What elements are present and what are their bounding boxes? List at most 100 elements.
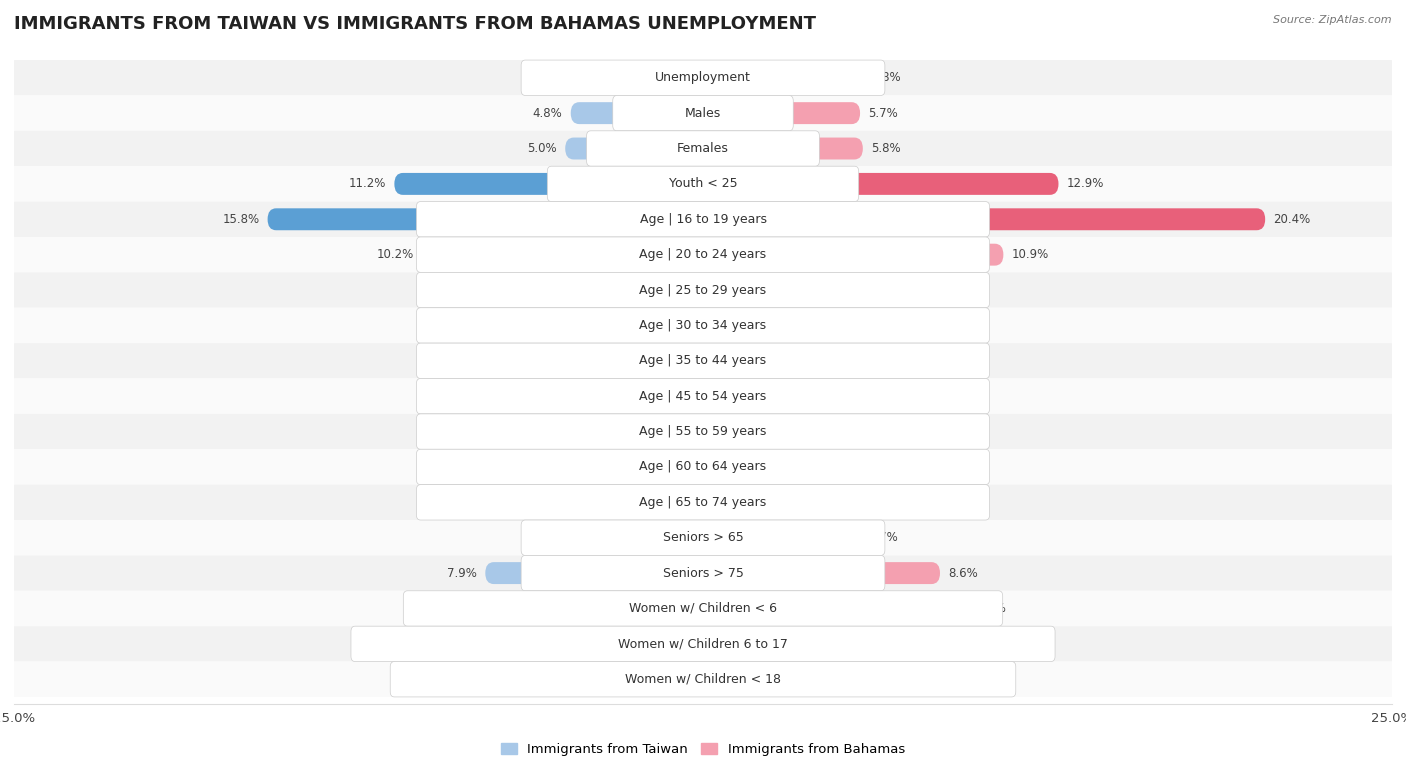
FancyBboxPatch shape xyxy=(352,626,1054,662)
Text: Seniors > 75: Seniors > 75 xyxy=(662,566,744,580)
Text: 5.0%: 5.0% xyxy=(527,142,557,155)
FancyBboxPatch shape xyxy=(416,378,990,414)
FancyBboxPatch shape xyxy=(404,590,1002,626)
Text: 7.5%: 7.5% xyxy=(918,284,948,297)
FancyBboxPatch shape xyxy=(14,378,1392,414)
FancyBboxPatch shape xyxy=(522,520,884,556)
FancyBboxPatch shape xyxy=(416,308,990,343)
FancyBboxPatch shape xyxy=(703,597,967,619)
Text: 9.6%: 9.6% xyxy=(976,602,1005,615)
FancyBboxPatch shape xyxy=(703,208,1265,230)
Text: Youth < 25: Youth < 25 xyxy=(669,177,737,191)
FancyBboxPatch shape xyxy=(14,449,1392,484)
FancyBboxPatch shape xyxy=(416,414,990,449)
FancyBboxPatch shape xyxy=(703,102,860,124)
Text: Females: Females xyxy=(678,142,728,155)
Text: Women w/ Children 6 to 17: Women w/ Children 6 to 17 xyxy=(619,637,787,650)
Text: 6.1%: 6.1% xyxy=(879,673,910,686)
Text: 6.2%: 6.2% xyxy=(494,284,524,297)
FancyBboxPatch shape xyxy=(522,60,884,95)
Text: Women w/ Children < 6: Women w/ Children < 6 xyxy=(628,602,778,615)
FancyBboxPatch shape xyxy=(703,279,910,301)
FancyBboxPatch shape xyxy=(14,662,1392,697)
FancyBboxPatch shape xyxy=(703,668,872,690)
Text: 15.8%: 15.8% xyxy=(222,213,259,226)
FancyBboxPatch shape xyxy=(416,237,990,273)
FancyBboxPatch shape xyxy=(703,244,1004,266)
FancyBboxPatch shape xyxy=(391,662,1015,697)
FancyBboxPatch shape xyxy=(703,350,846,372)
Text: 4.8%: 4.8% xyxy=(844,425,873,438)
Text: 10.2%: 10.2% xyxy=(377,248,413,261)
Text: Age | 30 to 34 years: Age | 30 to 34 years xyxy=(640,319,766,332)
FancyBboxPatch shape xyxy=(703,491,866,513)
FancyBboxPatch shape xyxy=(703,421,835,443)
Text: 4.6%: 4.6% xyxy=(538,425,568,438)
FancyBboxPatch shape xyxy=(14,237,1392,273)
Text: Age | 65 to 74 years: Age | 65 to 74 years xyxy=(640,496,766,509)
FancyBboxPatch shape xyxy=(586,131,820,167)
FancyBboxPatch shape xyxy=(14,273,1392,308)
FancyBboxPatch shape xyxy=(416,273,990,308)
FancyBboxPatch shape xyxy=(14,167,1392,201)
FancyBboxPatch shape xyxy=(565,527,703,549)
FancyBboxPatch shape xyxy=(14,590,1392,626)
Text: 5.9%: 5.9% xyxy=(875,496,904,509)
Text: Seniors > 65: Seniors > 65 xyxy=(662,531,744,544)
Text: Age | 55 to 59 years: Age | 55 to 59 years xyxy=(640,425,766,438)
Text: 5.8%: 5.8% xyxy=(872,142,901,155)
FancyBboxPatch shape xyxy=(416,484,990,520)
Text: Source: ZipAtlas.com: Source: ZipAtlas.com xyxy=(1274,15,1392,25)
FancyBboxPatch shape xyxy=(531,279,703,301)
Text: 5.1%: 5.1% xyxy=(524,496,554,509)
FancyBboxPatch shape xyxy=(14,60,1392,95)
FancyBboxPatch shape xyxy=(267,208,703,230)
FancyBboxPatch shape xyxy=(613,95,793,131)
FancyBboxPatch shape xyxy=(703,562,941,584)
FancyBboxPatch shape xyxy=(703,385,835,407)
Text: 10.1%: 10.1% xyxy=(990,637,1026,650)
Text: Women w/ Children < 18: Women w/ Children < 18 xyxy=(626,673,780,686)
Text: Unemployment: Unemployment xyxy=(655,71,751,84)
FancyBboxPatch shape xyxy=(14,343,1392,378)
Text: Age | 25 to 29 years: Age | 25 to 29 years xyxy=(640,284,766,297)
FancyBboxPatch shape xyxy=(14,131,1392,167)
FancyBboxPatch shape xyxy=(593,350,703,372)
Text: 5.0%: 5.0% xyxy=(527,531,557,544)
Text: 12.9%: 12.9% xyxy=(1067,177,1104,191)
Text: 5.7%: 5.7% xyxy=(869,107,898,120)
Text: Age | 20 to 24 years: Age | 20 to 24 years xyxy=(640,248,766,261)
FancyBboxPatch shape xyxy=(14,414,1392,449)
Text: 10.9%: 10.9% xyxy=(1012,248,1049,261)
Text: 8.6%: 8.6% xyxy=(948,566,979,580)
FancyBboxPatch shape xyxy=(422,244,703,266)
Text: 7.3%: 7.3% xyxy=(464,637,494,650)
Text: 4.8%: 4.8% xyxy=(533,107,562,120)
Text: Age | 45 to 54 years: Age | 45 to 54 years xyxy=(640,390,766,403)
Text: Males: Males xyxy=(685,107,721,120)
Text: Age | 35 to 44 years: Age | 35 to 44 years xyxy=(640,354,766,367)
Text: 4.0%: 4.0% xyxy=(555,354,585,367)
FancyBboxPatch shape xyxy=(14,308,1392,343)
Text: 7.9%: 7.9% xyxy=(447,566,477,580)
FancyBboxPatch shape xyxy=(571,456,703,478)
Text: 4.7%: 4.7% xyxy=(536,673,565,686)
Text: 4.9%: 4.9% xyxy=(530,319,560,332)
Text: 5.1%: 5.1% xyxy=(852,460,882,473)
Text: 4.2%: 4.2% xyxy=(550,390,579,403)
FancyBboxPatch shape xyxy=(562,491,703,513)
FancyBboxPatch shape xyxy=(571,67,703,89)
FancyBboxPatch shape xyxy=(14,484,1392,520)
Text: Age | 60 to 64 years: Age | 60 to 64 years xyxy=(640,460,766,473)
FancyBboxPatch shape xyxy=(571,102,703,124)
Text: IMMIGRANTS FROM TAIWAN VS IMMIGRANTS FROM BAHAMAS UNEMPLOYMENT: IMMIGRANTS FROM TAIWAN VS IMMIGRANTS FRO… xyxy=(14,15,815,33)
FancyBboxPatch shape xyxy=(416,449,990,484)
Text: 11.2%: 11.2% xyxy=(349,177,387,191)
FancyBboxPatch shape xyxy=(703,173,1059,195)
Text: 6.0%: 6.0% xyxy=(499,602,530,615)
FancyBboxPatch shape xyxy=(502,633,703,655)
FancyBboxPatch shape xyxy=(14,201,1392,237)
FancyBboxPatch shape xyxy=(522,556,884,590)
Text: 5.8%: 5.8% xyxy=(872,319,901,332)
Text: 5.2%: 5.2% xyxy=(855,354,884,367)
